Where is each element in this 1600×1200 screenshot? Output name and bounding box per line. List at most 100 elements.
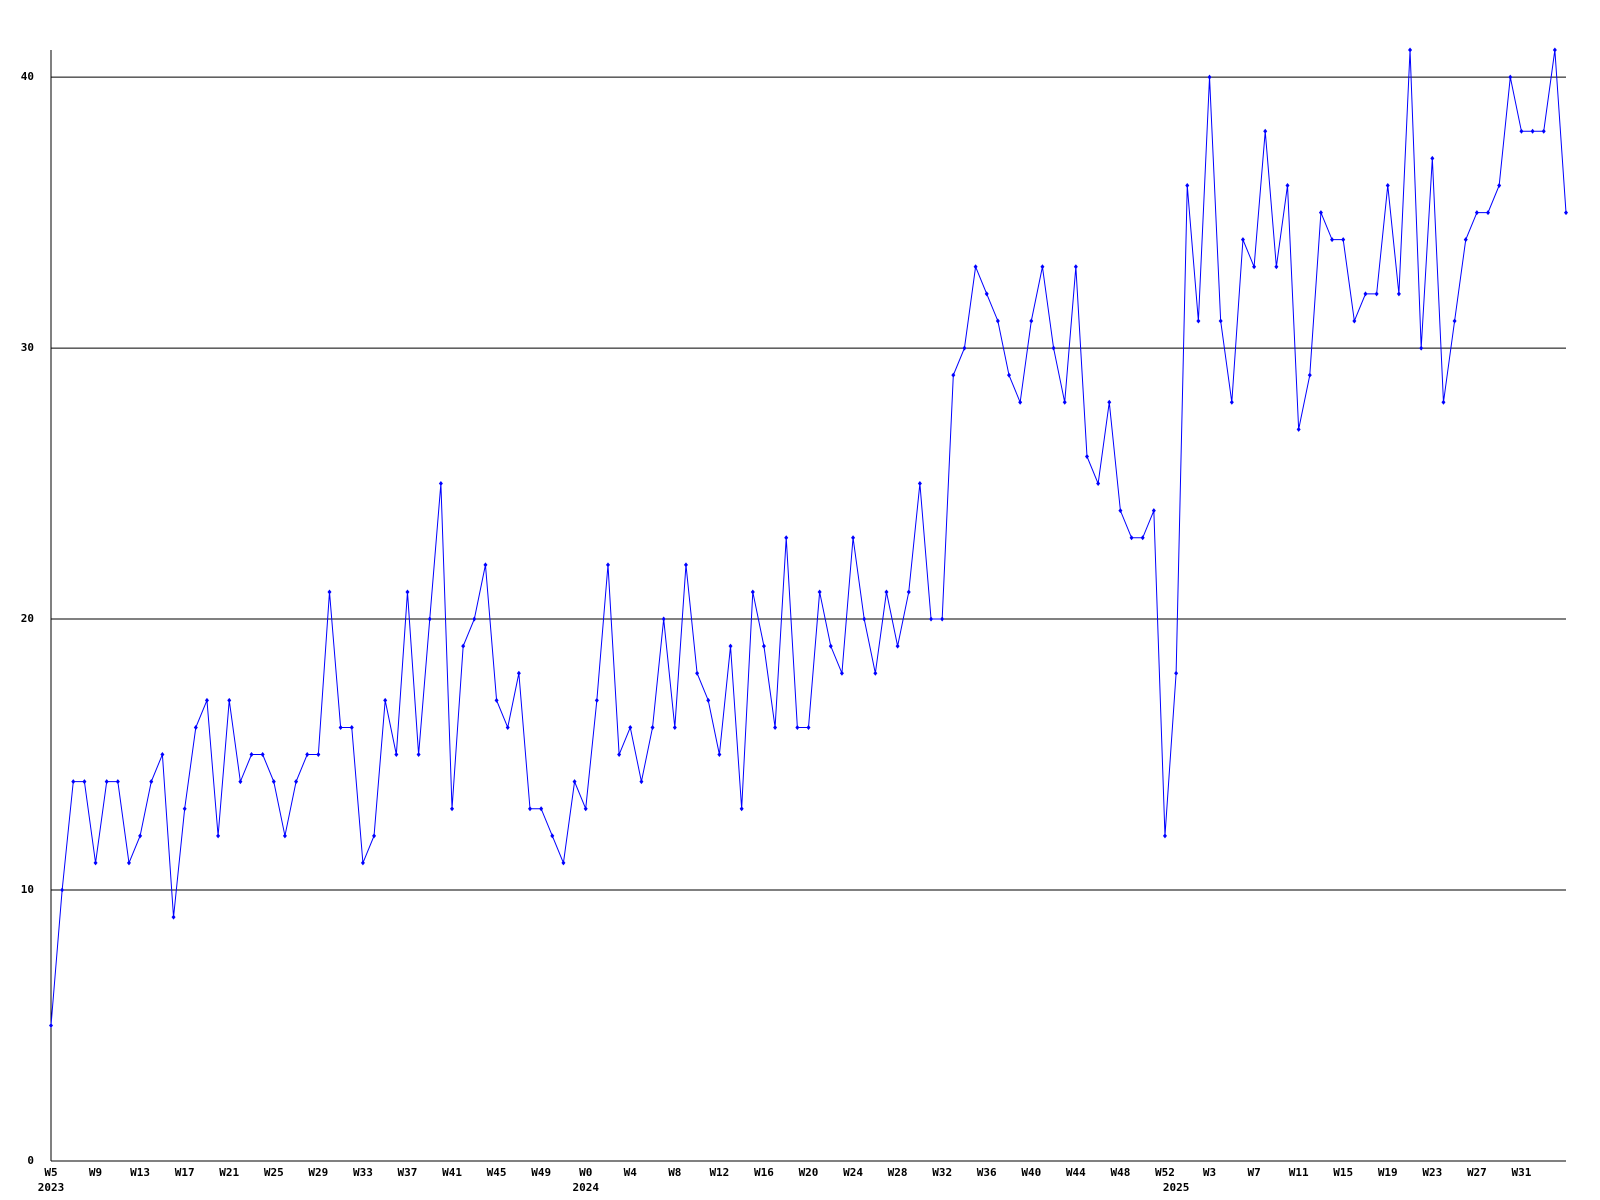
point-marker (71, 779, 76, 785)
point-marker (249, 752, 254, 758)
x-tick-label: W36 (977, 1166, 997, 1179)
x-year-label: 2023 (38, 1181, 65, 1194)
x-tick-label: W37 (398, 1166, 418, 1179)
point-marker (1307, 372, 1312, 378)
point-marker (1318, 210, 1323, 216)
point-marker (93, 860, 98, 866)
point-marker (884, 589, 889, 595)
point-marker (360, 860, 365, 866)
point-marker (60, 887, 65, 893)
point-marker (338, 724, 343, 730)
point-marker (1441, 399, 1446, 405)
point-marker (839, 670, 844, 676)
x-tick-label: W16 (754, 1166, 774, 1179)
point-marker (929, 616, 934, 622)
point-marker (383, 697, 388, 703)
point-marker (862, 616, 867, 622)
point-marker (1029, 318, 1034, 324)
point-marker (550, 833, 555, 839)
point-marker (795, 724, 800, 730)
x-tick-label: W23 (1422, 1166, 1442, 1179)
x-tick-label: W20 (799, 1166, 819, 1179)
point-marker (1363, 291, 1368, 297)
point-marker (1118, 508, 1123, 514)
point-marker (873, 670, 878, 676)
point-marker (650, 724, 655, 730)
x-tick-label: W27 (1467, 1166, 1487, 1179)
point-marker (1229, 399, 1234, 405)
point-marker (1129, 535, 1134, 541)
point-marker (204, 697, 209, 703)
point-marker (940, 616, 945, 622)
x-tick-label: W31 (1512, 1166, 1532, 1179)
x-tick-label: W3 (1203, 1166, 1216, 1179)
x-tick-label: W29 (308, 1166, 328, 1179)
point-marker (1007, 372, 1012, 378)
x-tick-label: W12 (709, 1166, 729, 1179)
point-marker (817, 589, 822, 595)
y-tick-label: 10 (21, 883, 34, 896)
point-marker (138, 833, 143, 839)
point-marker (115, 779, 120, 785)
point-marker (773, 724, 778, 730)
x-tick-label: W4 (624, 1166, 638, 1179)
point-marker (494, 697, 499, 703)
point-marker (1274, 264, 1279, 270)
x-tick-label: W0 (579, 1166, 592, 1179)
point-marker (1352, 318, 1357, 324)
point-marker (594, 697, 599, 703)
point-marker (505, 724, 510, 730)
x-tick-label: W21 (219, 1166, 239, 1179)
x-tick-label: W28 (888, 1166, 908, 1179)
point-marker (973, 264, 978, 270)
point-marker (472, 616, 477, 622)
point-marker (171, 914, 176, 920)
point-marker (617, 752, 622, 758)
x-tick-label: W5 (44, 1166, 57, 1179)
point-marker (739, 806, 744, 812)
point-marker (1285, 182, 1290, 188)
point-marker (193, 724, 198, 730)
point-marker (1463, 237, 1468, 243)
point-marker (1396, 291, 1401, 297)
x-tick-label: W13 (130, 1166, 150, 1179)
point-marker (82, 779, 87, 785)
point-marker (1497, 182, 1502, 188)
point-marker (1452, 318, 1457, 324)
x-tick-label: W52 (1155, 1166, 1175, 1179)
point-marker (1430, 155, 1435, 161)
point-marker (1530, 128, 1535, 134)
x-tick-label: W24 (843, 1166, 863, 1179)
point-marker (1508, 74, 1513, 80)
x-tick-label: W7 (1247, 1166, 1260, 1179)
point-marker (149, 779, 154, 785)
point-marker (438, 481, 443, 487)
point-marker (806, 724, 811, 730)
point-marker (539, 806, 544, 812)
point-marker (516, 670, 521, 676)
point-marker (1196, 318, 1201, 324)
point-marker (49, 1023, 53, 1029)
x-year-label: 2025 (1163, 1181, 1190, 1194)
y-tick-label: 30 (21, 341, 34, 354)
point-marker (1018, 399, 1023, 405)
y-tick-label: 20 (21, 612, 34, 625)
point-marker (1564, 210, 1568, 216)
point-marker (528, 806, 533, 812)
point-marker (728, 643, 733, 649)
point-marker (828, 643, 833, 649)
point-marker (561, 860, 566, 866)
point-marker (672, 724, 677, 730)
point-marker (1541, 128, 1546, 134)
x-tick-label: W44 (1066, 1166, 1086, 1179)
x-tick-label: W17 (175, 1166, 195, 1179)
x-tick-label: W32 (932, 1166, 952, 1179)
point-marker (906, 589, 911, 595)
x-tick-label: W11 (1289, 1166, 1309, 1179)
point-marker (1474, 210, 1479, 216)
point-marker (1174, 670, 1179, 676)
point-marker (761, 643, 766, 649)
point-marker (583, 806, 588, 812)
point-marker (327, 589, 332, 595)
